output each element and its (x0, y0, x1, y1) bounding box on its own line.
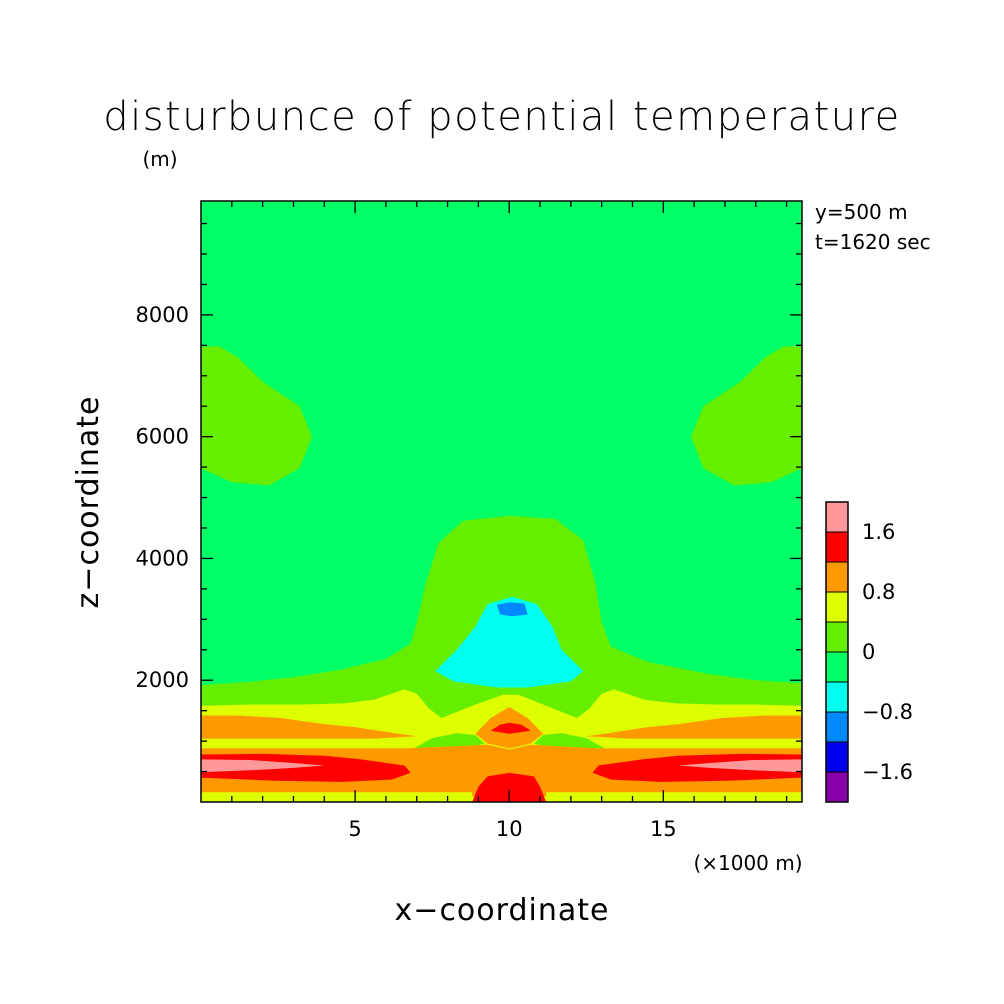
colorbar-label: 1.6 (862, 520, 895, 544)
colorbar-swatch (825, 501, 849, 533)
contour-region-orange-band-upper-right (586, 715, 802, 739)
contour-region-red-bottom-center (472, 772, 547, 802)
colorbar-swatch (825, 711, 849, 743)
contour-region-upper-right-warm-lobe (691, 346, 802, 486)
colorbar-label: −1.6 (862, 760, 913, 784)
contour-region-upper-left-warm-lobe (201, 346, 312, 486)
colorbar-swatch (825, 741, 849, 773)
x-axis-label: x−coordinate (395, 893, 610, 928)
y-annotation: y=500 m (815, 200, 908, 224)
colorbar-swatch (825, 681, 849, 713)
contour-region-cold-bubble-core (444, 603, 574, 680)
plot-frame (200, 200, 803, 803)
axis-ticks: 5 10 15 2000 4000 6000 8000 (136, 201, 802, 841)
contour-region-yellow-bottom-strip (201, 792, 473, 802)
colorbar-swatch (825, 621, 849, 653)
contour-region-pink-left (201, 759, 325, 773)
colorbar-label: −0.8 (862, 700, 913, 724)
colorbar-swatch (825, 651, 849, 683)
colorbar-swatch (825, 561, 849, 593)
y-tick-label: 4000 (136, 546, 189, 570)
colorbar-swatch (825, 771, 849, 803)
contour-region-cold-bubble-center (496, 602, 528, 617)
x-tick-label: 5 (348, 817, 361, 841)
contour-fill-layer (201, 201, 802, 802)
colorbar-frame (825, 501, 849, 803)
colorbar-label: 0.8 (862, 580, 895, 604)
contour-region-pink-right (678, 759, 802, 773)
contour-region-green-patch-left (413, 733, 485, 749)
y-tick-label: 8000 (136, 303, 189, 327)
contour-region-yellow-bottom-strip-right (546, 792, 802, 802)
contour-region-green-patch-right (533, 733, 605, 749)
y-tick-label: 2000 (136, 668, 189, 692)
colorbar-swatch (825, 591, 849, 623)
chart-title: disturbunce of potential temperature (103, 94, 901, 140)
colorbar-swatch (825, 531, 849, 563)
contour-region-red-center-blob (490, 722, 531, 734)
y-tick-label: 6000 (136, 425, 189, 449)
colorbar-label: 0 (862, 640, 875, 664)
y-unit-label: (m) (142, 147, 177, 171)
t-annotation: t=1620 sec (815, 230, 931, 254)
contour-region-orange-bottom (201, 744, 802, 797)
contour-region-orange-band-upper (201, 715, 417, 739)
x-tick-label: 10 (496, 817, 523, 841)
x-tick-label: 15 (650, 817, 677, 841)
y-axis-label: z−coordinate (71, 396, 106, 609)
colorbar: 1.6 0.8 0 −0.8 −1.6 (825, 501, 913, 803)
x-unit-label: (×1000 m) (693, 851, 802, 875)
